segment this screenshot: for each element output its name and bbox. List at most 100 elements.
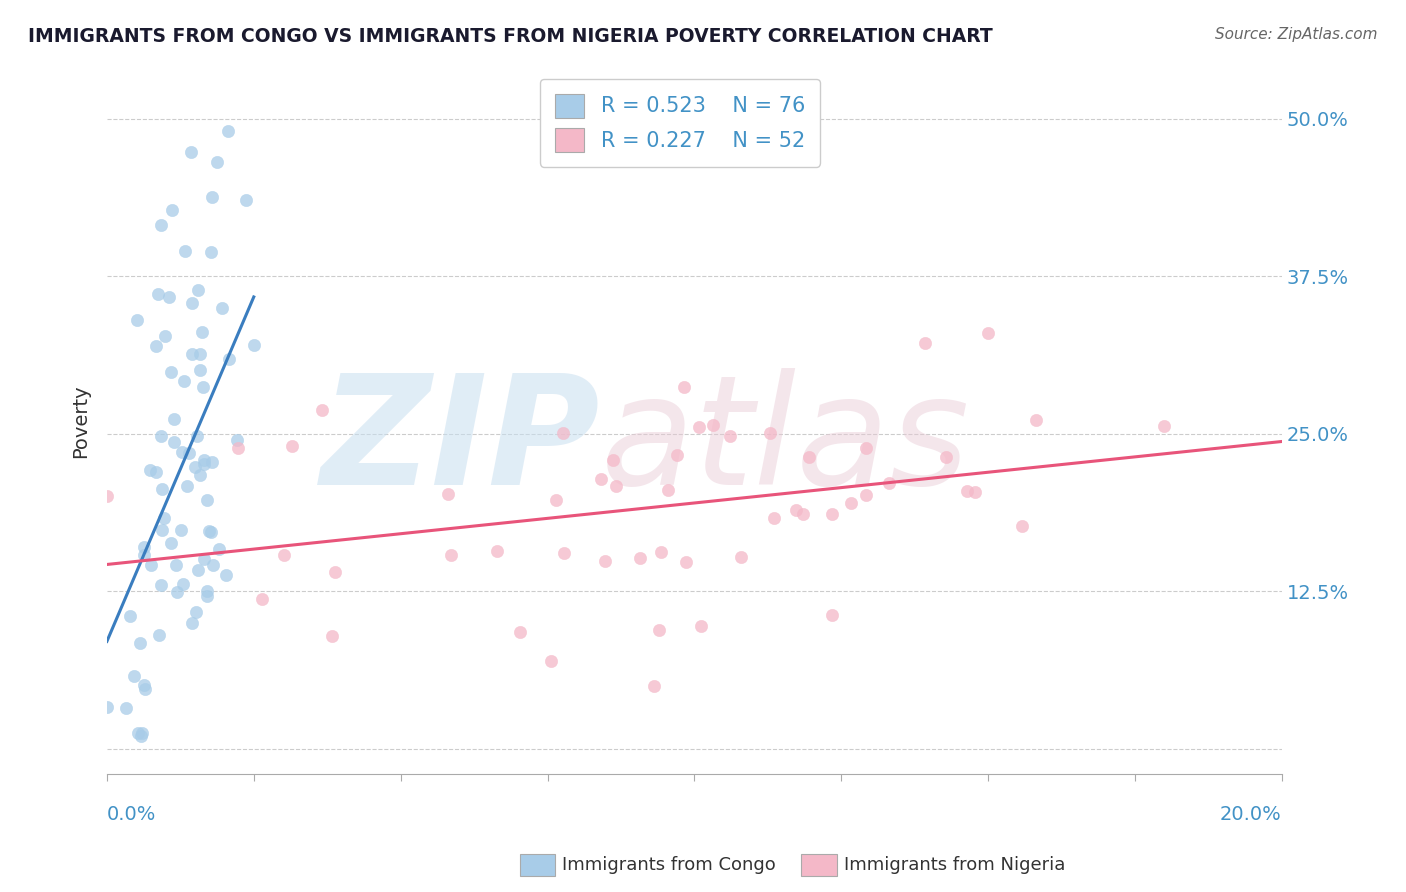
Point bbox=[602, 453, 624, 467]
Point bbox=[191, 325, 214, 339]
Point bbox=[628, 551, 651, 566]
Point bbox=[759, 425, 782, 440]
Point bbox=[226, 433, 249, 447]
Point bbox=[763, 510, 786, 524]
Point bbox=[188, 346, 211, 360]
Text: IMMIGRANTS FROM CONGO VS IMMIGRANTS FROM NIGERIA POVERTY CORRELATION CHART: IMMIGRANTS FROM CONGO VS IMMIGRANTS FROM… bbox=[28, 27, 993, 45]
Y-axis label: Poverty: Poverty bbox=[72, 384, 90, 458]
Point bbox=[792, 507, 814, 521]
Point bbox=[149, 218, 172, 232]
Point bbox=[690, 618, 713, 632]
Point bbox=[821, 508, 844, 522]
Point bbox=[173, 244, 195, 259]
Point bbox=[688, 420, 710, 434]
Point bbox=[150, 523, 173, 537]
Point bbox=[311, 402, 333, 417]
Point bbox=[173, 374, 195, 388]
Text: atlas: atlas bbox=[600, 368, 970, 516]
Point bbox=[553, 425, 575, 440]
Point bbox=[200, 245, 222, 260]
Point bbox=[201, 454, 224, 468]
Point bbox=[323, 565, 346, 579]
Point bbox=[977, 326, 1000, 340]
Point bbox=[200, 524, 222, 539]
Point bbox=[145, 465, 167, 479]
Point bbox=[855, 488, 877, 502]
Text: ZIP: ZIP bbox=[321, 368, 600, 516]
Point bbox=[176, 479, 198, 493]
Point bbox=[208, 542, 231, 557]
Point bbox=[118, 609, 141, 624]
Point bbox=[280, 439, 302, 453]
Point bbox=[148, 628, 170, 642]
Point bbox=[155, 329, 177, 343]
Point bbox=[146, 286, 169, 301]
Point bbox=[96, 699, 118, 714]
Point bbox=[195, 493, 218, 508]
Point bbox=[553, 545, 575, 559]
Text: Immigrants from Congo: Immigrants from Congo bbox=[562, 856, 776, 874]
Point bbox=[217, 124, 239, 138]
Point bbox=[186, 606, 208, 620]
Point bbox=[785, 503, 807, 517]
Point bbox=[201, 189, 224, 203]
Point bbox=[1025, 413, 1047, 427]
Point bbox=[187, 284, 209, 298]
Point bbox=[935, 450, 957, 464]
Point bbox=[540, 655, 562, 669]
Point bbox=[591, 472, 613, 486]
Point bbox=[160, 202, 183, 217]
Point bbox=[163, 412, 186, 426]
Point bbox=[205, 155, 228, 169]
Point bbox=[485, 544, 508, 558]
Point bbox=[180, 615, 202, 630]
Point bbox=[273, 548, 295, 562]
Point bbox=[157, 291, 180, 305]
Point bbox=[190, 467, 212, 482]
Point bbox=[131, 729, 153, 743]
Point bbox=[96, 489, 118, 503]
Point bbox=[195, 583, 218, 598]
Text: Immigrants from Nigeria: Immigrants from Nigeria bbox=[844, 856, 1064, 874]
Point bbox=[129, 636, 152, 650]
Point bbox=[170, 523, 193, 537]
Point bbox=[914, 336, 936, 351]
Point bbox=[702, 417, 724, 432]
Point bbox=[122, 669, 145, 683]
Point bbox=[657, 483, 679, 498]
Point bbox=[172, 576, 194, 591]
Point bbox=[125, 312, 148, 326]
Point bbox=[675, 555, 697, 569]
Point bbox=[145, 338, 167, 352]
Point bbox=[166, 585, 188, 599]
Point bbox=[855, 442, 877, 456]
Point bbox=[131, 725, 153, 739]
Point bbox=[821, 608, 844, 623]
Legend: R = 0.523    N = 76, R = 0.227    N = 52: R = 0.523 N = 76, R = 0.227 N = 52 bbox=[540, 78, 820, 167]
Point bbox=[193, 552, 215, 566]
Point bbox=[181, 296, 204, 310]
Point bbox=[648, 623, 671, 637]
Point bbox=[235, 193, 257, 207]
Point bbox=[673, 380, 696, 394]
Point bbox=[544, 492, 567, 507]
Point bbox=[149, 578, 172, 592]
Point bbox=[605, 479, 627, 493]
Text: Source: ZipAtlas.com: Source: ZipAtlas.com bbox=[1215, 27, 1378, 42]
Point bbox=[149, 429, 172, 443]
Point bbox=[436, 487, 458, 501]
Point bbox=[730, 550, 752, 565]
Point bbox=[180, 347, 202, 361]
Point bbox=[718, 429, 741, 443]
Point bbox=[218, 351, 240, 366]
Point bbox=[193, 452, 215, 467]
Point bbox=[132, 677, 155, 691]
Point bbox=[195, 589, 218, 603]
Point bbox=[215, 568, 238, 582]
Text: 0.0%: 0.0% bbox=[107, 805, 156, 824]
Point bbox=[440, 548, 463, 562]
Point bbox=[201, 558, 224, 572]
Point bbox=[180, 145, 202, 159]
Point bbox=[186, 429, 208, 443]
Point bbox=[242, 338, 264, 352]
